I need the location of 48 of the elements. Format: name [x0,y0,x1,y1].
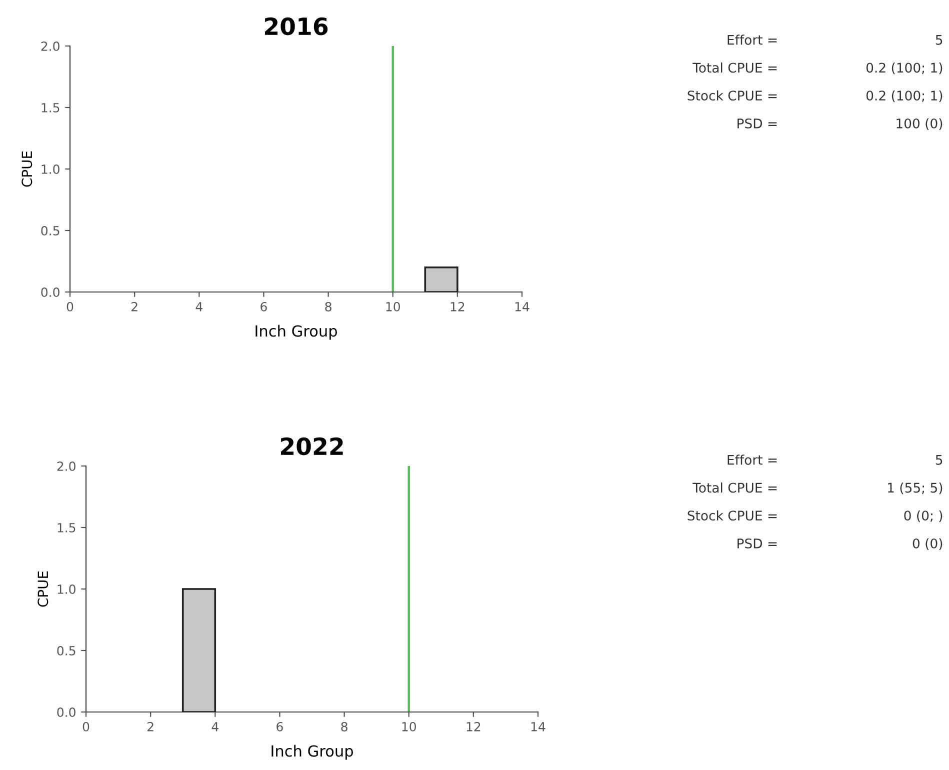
x-tick-label: 10 [402,722,416,732]
text: 0 (0; ) [904,510,942,522]
x-tick-label: 14 [515,302,530,312]
y-axis-title: CPUE [22,151,32,187]
x-tick-label: 6 [260,302,267,312]
y-tick-label: 0.0 [41,287,60,297]
y-tick-label: 1.5 [42,103,60,112]
text: 0 (0) [912,538,942,550]
x-tick-label: 10 [386,302,400,312]
text: PSD = [738,538,777,548]
y-tick-label: 1.0 [58,584,76,594]
x-tick-label: 14 [531,722,546,732]
text: 100 (0) [896,118,942,130]
y-tick-label: 0.5 [57,646,76,656]
text: PSD = [738,118,777,128]
text: Stock CPUE = [688,90,777,101]
y-tick-label: 1.0 [42,164,60,174]
x-axis-title: Inch Group [256,324,337,340]
y-tick-label: 2.0 [41,41,60,51]
x-tick-label: 4 [196,302,202,312]
text: 5 [936,35,942,45]
x-tick-label: 0 [66,302,74,312]
x-tick-label: 0 [82,722,90,732]
text: 5 [936,455,942,465]
y-tick-label: 0.0 [57,707,76,717]
text: Effort = [728,454,777,465]
y-tick-label: 1.5 [58,523,76,532]
x-tick-label: 12 [450,302,464,312]
text: 0.2 (100; 1) [866,62,942,74]
chart-title: 2016 [265,17,328,36]
x-tick-label: 8 [341,722,348,732]
text: Effort = [728,34,777,45]
y-tick-label: 2.0 [57,461,76,471]
x-tick-label: 6 [276,722,283,732]
y-tick-label: 0.5 [41,226,60,236]
x-tick-label: 2 [132,302,138,312]
x-tick-label: 8 [325,302,332,312]
text: Stock CPUE = [688,510,777,521]
text: Total CPUE = [692,482,777,493]
x-tick-label: 4 [212,722,218,732]
text: Total CPUE = [692,62,777,73]
text: 0.2 (100; 1) [866,90,942,102]
x-axis-title: Inch Group [272,744,353,760]
x-tick-label: 2 [148,722,154,732]
x-tick-label: 12 [466,722,480,732]
chart-title: 2022 [281,437,343,456]
y-axis-title: CPUE [38,571,48,607]
text: 1 (55; 5) [888,482,942,494]
